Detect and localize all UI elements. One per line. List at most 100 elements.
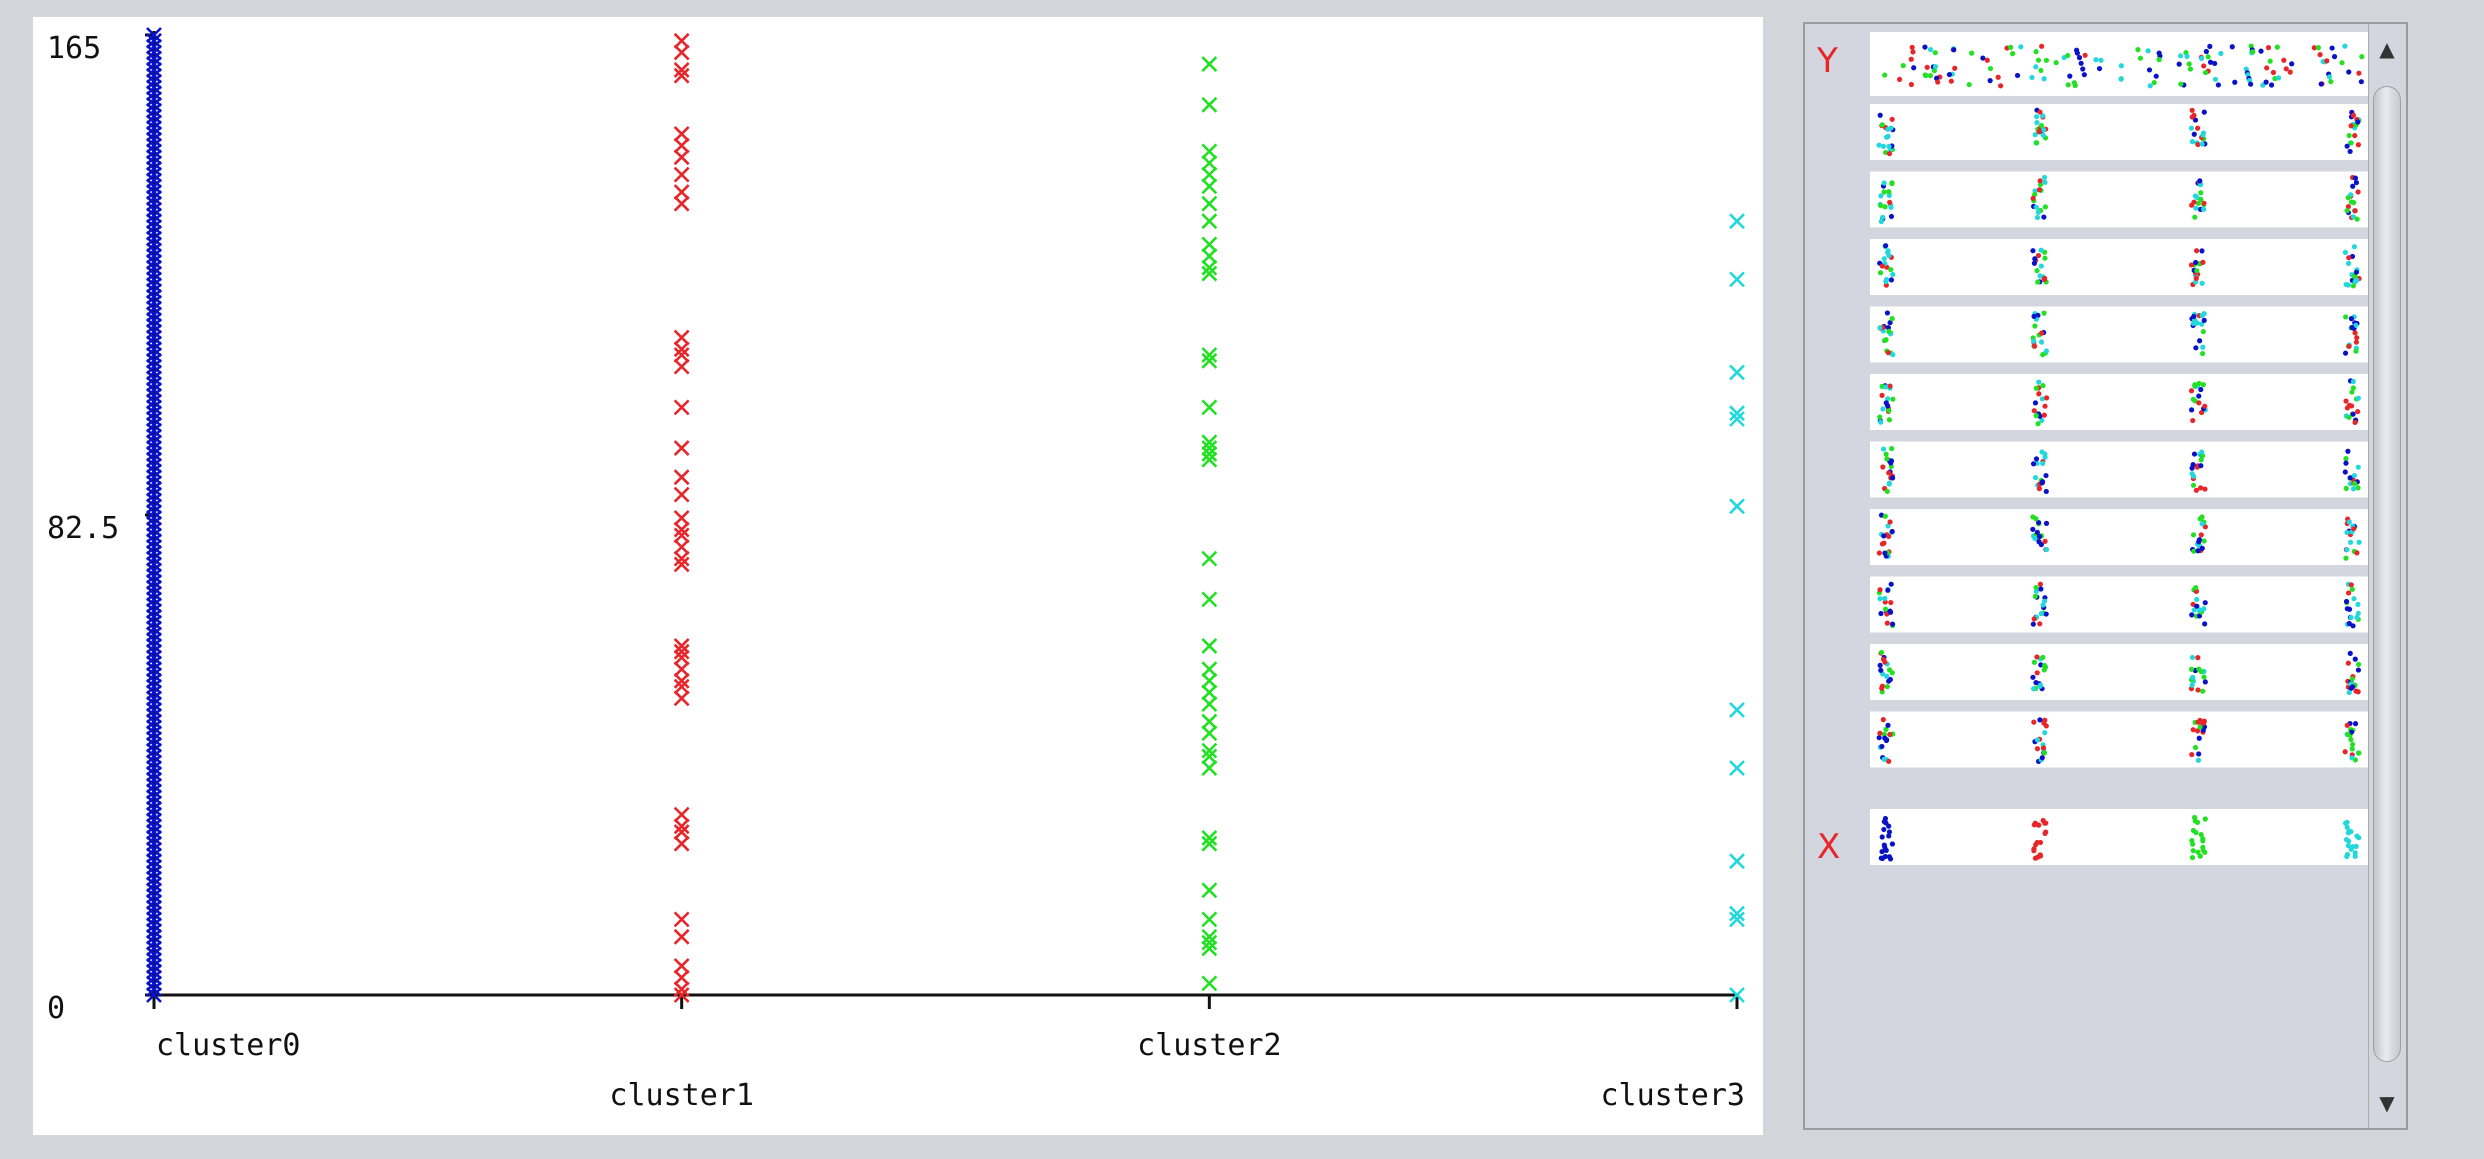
matrix-panel[interactable]: Y X ▲ ▼ [1803,22,2408,1130]
matrix-dot [2196,613,2203,619]
matrix-dot [2200,132,2206,138]
matrix-dot [1969,50,1975,56]
matrix-dot [2195,757,2202,763]
x-tick-label: cluster1 [609,1078,754,1113]
matrix-cell[interactable] [1870,711,2392,768]
data-point [1729,911,1745,928]
data-point [146,818,162,835]
data-point [146,207,162,224]
matrix-cell[interactable] [1870,171,2392,228]
scroll-down-icon[interactable]: ▼ [2379,1091,2395,1115]
data-point [146,597,162,614]
matrix-dot [1877,587,1883,593]
matrix-dot [1980,55,1986,61]
matrix-dot [2191,607,2197,613]
matrix-dot [1885,722,1891,728]
data-point [146,172,162,189]
vertical-scrollbar[interactable]: ▲ ▼ [2368,24,2406,1128]
matrix-dot [2041,750,2048,756]
matrix-dot [1952,65,1958,71]
matrix-dot [2043,520,2050,526]
matrix-dot [2042,255,2048,261]
data-point [1201,259,1218,276]
data-point [146,800,162,817]
matrix-dot [2198,409,2205,416]
matrix-dot [2040,132,2046,138]
plot-labels: 165 82.5 0 cluster0 cluster1 cluster2 cluster3 [47,31,1745,1113]
matrix-dot [1884,488,1890,495]
matrix-dot [2343,555,2349,561]
matrix-strips[interactable] [1870,32,2392,865]
matrix-cell[interactable] [1870,509,2392,565]
matrix-dot [1889,841,1896,847]
matrix-cell[interactable] [1870,306,2392,363]
matrix-dot [2194,603,2200,609]
data-point [673,486,690,503]
matrix-dot [2352,132,2358,139]
matrix-dot [2039,417,2045,424]
matrix-dot [2345,660,2351,666]
matrix-dot [2344,547,2350,553]
matrix-dot [2198,532,2204,538]
matrix-dot [2041,214,2047,220]
matrix-dot [2350,183,2356,189]
matrix-dot [1890,271,1896,278]
matrix-dot [2352,850,2358,856]
matrix-cell[interactable] [1870,441,2392,498]
matrix-dot [1927,73,1933,79]
matrix-dot [2192,193,2198,199]
scatter-matrix-svg[interactable]: Y X [1805,24,2406,1128]
matrix-cell[interactable] [1870,32,2392,96]
matrix-cell[interactable] [1870,809,2392,865]
matrix-dot [2197,178,2203,184]
matrix-dot [2344,819,2350,825]
matrix-dot [1879,849,1885,855]
matrix-dot [1987,78,1993,84]
x-tick-label: cluster3 [1601,1078,1746,1113]
matrix-dot [1922,72,1928,78]
matrix-dot [2192,214,2198,220]
matrix-dot [2342,749,2348,755]
scroll-up-icon[interactable]: ▲ [2379,37,2395,61]
matrix-cell[interactable] [1870,239,2392,295]
matrix-dot [2355,119,2361,125]
data-point [146,760,162,777]
data-point [1201,975,1218,992]
data-point [146,678,162,695]
data-point [146,335,162,352]
matrix-dot [2356,539,2362,545]
matrix-dot [2189,682,2195,688]
matrix-dot [2193,248,2200,254]
data-point [146,783,162,800]
matrix-dot [1887,731,1893,738]
matrix-dot [2038,586,2044,592]
data-point [146,661,162,678]
matrix-dot [2151,79,2157,86]
y-tick-label: 0 [47,991,65,1026]
scroll-thumb[interactable] [2373,86,2401,1062]
data-point [1201,928,1218,945]
matrix-dot [2037,109,2043,115]
matrix-cell[interactable] [1870,374,2392,430]
matrix-dot [2229,44,2235,50]
matrix-dot [2344,824,2350,830]
data-point [146,422,162,439]
matrix-cell[interactable] [1870,576,2392,633]
data-point [146,143,162,160]
matrix-dot [2326,74,2333,80]
matrix-dot [2033,49,2039,55]
matrix-dot [2352,208,2358,214]
matrix-dot [2190,462,2196,468]
data-point [673,818,690,835]
matrix-dot [1932,64,1939,70]
matrix-dot [2042,451,2048,457]
matrix-cell[interactable] [1870,104,2392,160]
matrix-dot [2264,65,2270,71]
data-point [146,789,162,806]
data-point [146,847,162,864]
matrix-cell[interactable] [1870,644,2392,700]
matrix-dot [1880,717,1886,723]
data-point [1201,451,1218,468]
matrix-dot [2343,398,2349,404]
data-point [1201,155,1218,171]
